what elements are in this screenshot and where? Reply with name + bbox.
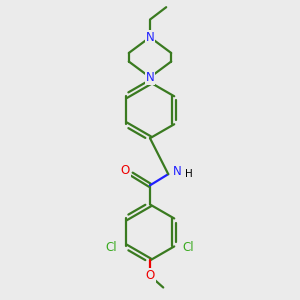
- Text: Cl: Cl: [106, 242, 118, 254]
- Text: O: O: [146, 269, 154, 282]
- Text: O: O: [121, 164, 130, 177]
- Text: N: N: [173, 165, 182, 178]
- Text: H: H: [185, 169, 193, 179]
- Text: N: N: [146, 71, 154, 84]
- Text: Cl: Cl: [182, 242, 194, 254]
- Text: N: N: [146, 31, 154, 44]
